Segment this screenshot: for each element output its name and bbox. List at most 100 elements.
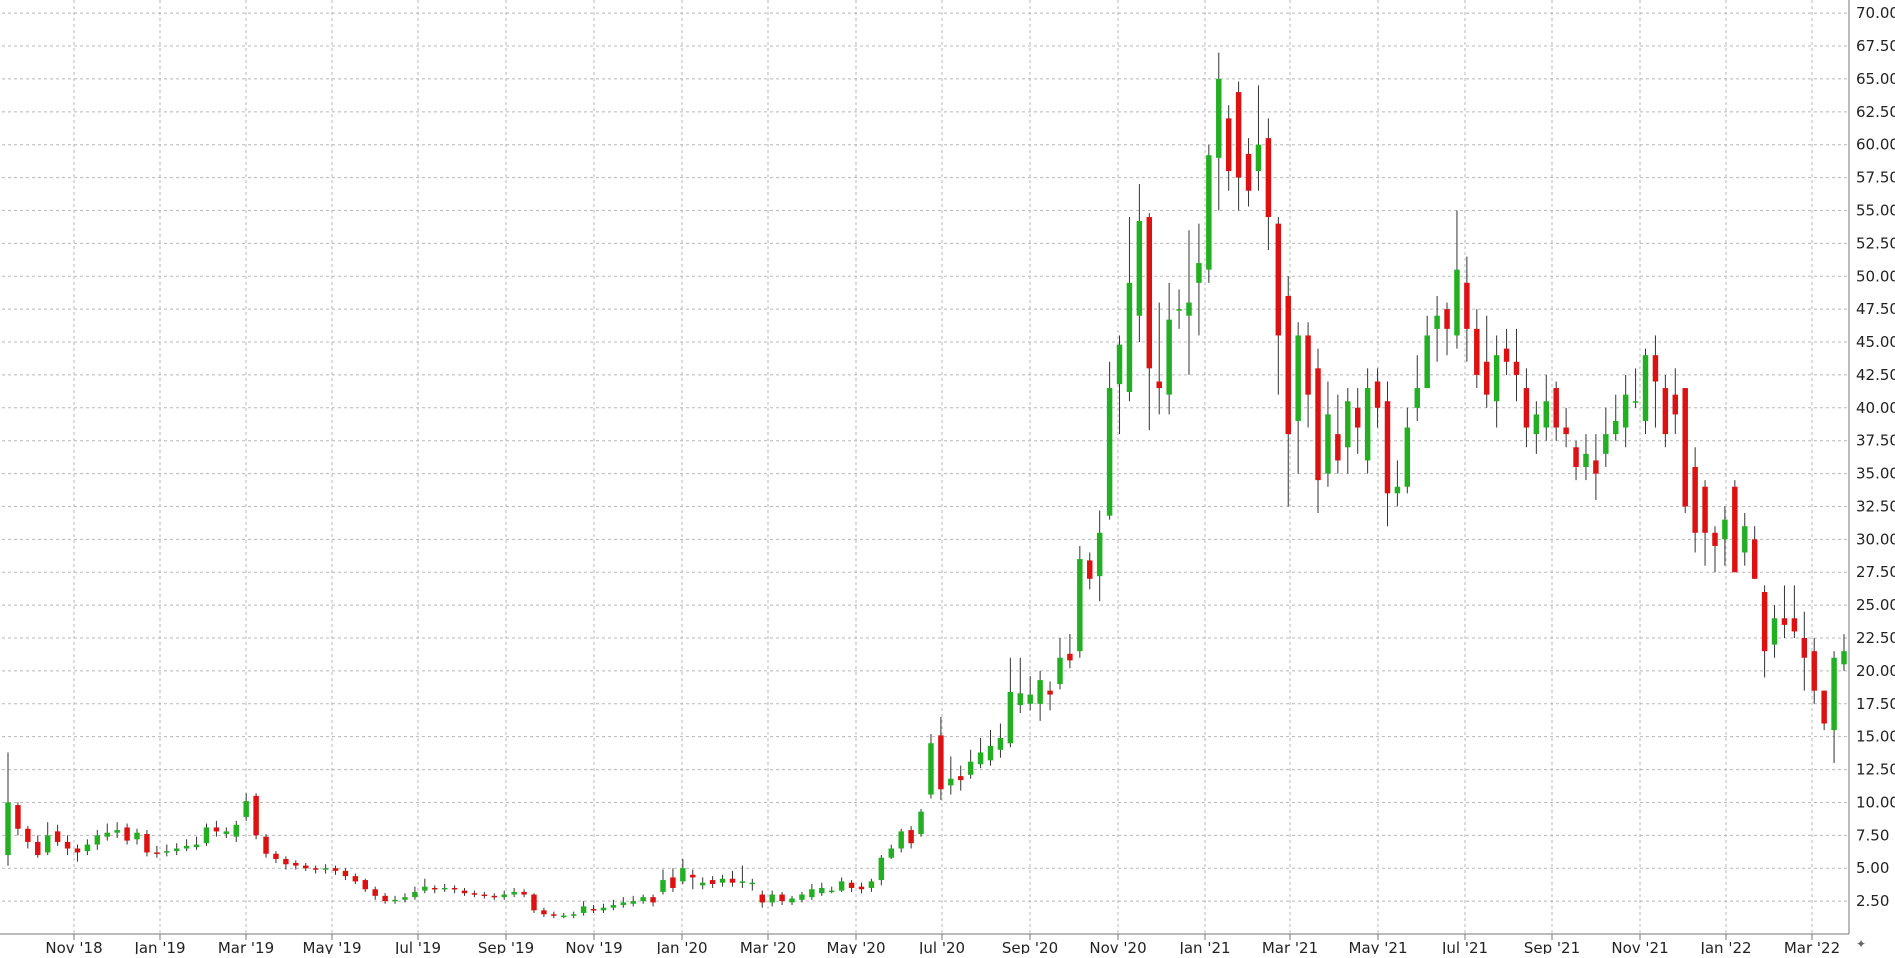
candle: [1087, 552, 1093, 590]
candle: [1622, 374, 1629, 448]
y-tick-label: 52.50: [1856, 234, 1895, 252]
candle: [561, 912, 567, 919]
x-tick-label: Mar '20: [740, 939, 796, 954]
candle-body-down: [1067, 653, 1073, 661]
candle-body-up: [1325, 414, 1331, 474]
candle-body-up: [799, 894, 805, 900]
candle-body-down: [1315, 368, 1321, 481]
y-tick-label: 12.50: [1856, 761, 1895, 779]
candle: [779, 891, 785, 906]
y-tick-label: 65.00: [1856, 70, 1895, 88]
candle: [1662, 374, 1669, 448]
candle: [491, 893, 498, 900]
candle-body-down: [1593, 460, 1599, 474]
candle-body-down: [1483, 361, 1490, 395]
candle-body-down: [1285, 295, 1291, 435]
candle-body-up: [1533, 414, 1540, 435]
candle: [501, 890, 507, 900]
candle: [1077, 545, 1083, 658]
candle-body-up: [769, 894, 775, 903]
candle-body-up: [243, 801, 249, 817]
candle-body-up: [1454, 269, 1460, 336]
candle-body-up: [84, 844, 91, 852]
x-tick-label: Jan '19: [133, 939, 185, 954]
y-tick-label: 27.50: [1856, 563, 1895, 581]
candle: [590, 905, 597, 913]
candle: [1325, 381, 1331, 487]
candle: [1206, 144, 1212, 283]
candle: [1424, 315, 1430, 389]
candle: [451, 885, 458, 894]
candle-body-up: [1126, 282, 1133, 393]
candle: [1047, 681, 1053, 711]
candle-body-up: [1632, 401, 1639, 403]
candle: [1404, 407, 1411, 494]
candle: [1166, 282, 1172, 415]
candle: [54, 824, 61, 846]
candle-body-down: [1047, 690, 1053, 695]
candle-body-up: [918, 811, 924, 835]
x-tick-label: May '21: [1349, 939, 1408, 954]
candle: [124, 823, 130, 845]
candle-body-down: [531, 894, 537, 911]
candle: [5, 752, 11, 866]
candle: [1831, 651, 1837, 763]
candle: [74, 844, 81, 862]
candle: [1315, 348, 1321, 514]
candle-body-up: [630, 901, 636, 904]
candle: [15, 802, 21, 836]
y-tick-label: 17.50: [1856, 695, 1895, 713]
candle-body-up: [620, 902, 627, 906]
candle-body-down: [1553, 388, 1559, 428]
candle-body-up: [1404, 427, 1411, 487]
candle-body-down: [25, 828, 31, 842]
candle: [789, 895, 795, 906]
candle: [1523, 368, 1530, 448]
candle: [64, 835, 71, 856]
y-tick-label: 2.50: [1856, 892, 1889, 910]
candle-body-up: [600, 907, 607, 911]
candle-body-up: [1077, 559, 1083, 652]
candle-body-down: [352, 876, 359, 882]
candle-body-down: [1652, 355, 1659, 382]
candle-body-up: [610, 905, 617, 908]
candle: [1037, 670, 1043, 721]
candle-body-down: [1335, 434, 1341, 461]
candle-body-down: [670, 877, 676, 888]
x-tick-label: May '20: [827, 939, 886, 954]
candle: [293, 860, 299, 870]
candle-body-down: [1563, 427, 1569, 435]
x-tick-label: Mar '22: [1784, 939, 1840, 954]
candle: [1295, 322, 1301, 474]
x-tick-label: Jul '20: [918, 939, 965, 954]
candle: [759, 890, 765, 908]
candle-body-up: [1057, 657, 1063, 685]
candle-body-down: [709, 880, 716, 885]
candle: [1116, 335, 1123, 435]
candle-body-up: [94, 835, 101, 845]
candle-body-up: [660, 880, 666, 892]
candle: [1305, 322, 1311, 428]
candle: [362, 878, 369, 892]
candle: [650, 894, 656, 907]
candle-body-up: [819, 887, 825, 894]
candle-body-down: [759, 894, 765, 903]
x-tick-label: Jul '19: [394, 939, 441, 954]
candle-body-down: [729, 878, 736, 883]
candle-body-up: [1394, 486, 1401, 494]
candle-body-down: [858, 886, 865, 890]
candle-body-down: [253, 795, 259, 836]
candle: [422, 878, 428, 894]
candle-body-down: [1732, 486, 1738, 573]
candle-body-up: [1603, 434, 1609, 454]
candle: [1027, 676, 1033, 711]
candle: [858, 882, 865, 894]
candle: [372, 886, 378, 900]
candle-body-down: [1474, 328, 1480, 375]
candle: [1434, 295, 1440, 362]
candle: [1533, 401, 1540, 454]
candle-body-up: [183, 845, 190, 849]
candle-body-up: [193, 844, 200, 848]
candle: [1801, 611, 1808, 691]
x-tick-label: Mar '21: [1262, 939, 1318, 954]
